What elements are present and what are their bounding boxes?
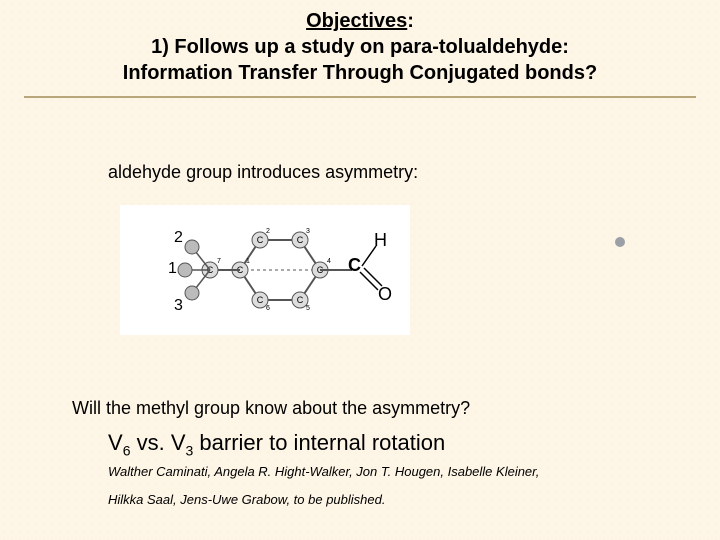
- barrier-mid: vs. V: [130, 430, 185, 455]
- svg-text:C: C: [297, 295, 304, 305]
- svg-text:3: 3: [306, 228, 310, 235]
- bullet-marker: [615, 237, 625, 247]
- title-line3: Information Transfer Through Conjugated …: [123, 62, 597, 84]
- divider: [24, 96, 696, 98]
- authors-line2: Hilkka Saal, Jens-Uwe Grabow, to be publ…: [108, 492, 385, 507]
- svg-text:C: C: [257, 295, 264, 305]
- svg-text:C: C: [297, 235, 304, 245]
- svg-text:1: 1: [246, 258, 250, 265]
- question-text: Will the methyl group know about the asy…: [72, 398, 470, 419]
- title-suffix: :: [407, 10, 414, 32]
- title-block: Objectives: 1) Follows up a study on par…: [0, 0, 720, 86]
- barrier-suffix: barrier to internal rotation: [193, 430, 445, 455]
- barrier-text: V6 vs. V3 barrier to internal rotation: [108, 430, 445, 458]
- methyl-h1-label: 1: [168, 260, 177, 278]
- svg-text:4: 4: [327, 258, 331, 265]
- methyl-h3-label: 3: [174, 297, 183, 315]
- svg-text:2: 2: [266, 228, 270, 235]
- svg-text:C: C: [257, 235, 264, 245]
- authors-line1: Walther Caminati, Angela R. Hight-Walker…: [108, 464, 539, 479]
- methyl-h2-label: 2: [174, 229, 183, 247]
- title-underlined: Objectives: [306, 10, 407, 32]
- svg-text:6: 6: [266, 305, 270, 312]
- svg-text:7: 7: [217, 258, 221, 265]
- barrier-v1: V: [108, 430, 123, 455]
- aldehyde-bonds: [348, 232, 398, 302]
- title-line2: 1) Follows up a study on para-tolualdehy…: [151, 36, 569, 58]
- asymmetry-text: aldehyde group introduces asymmetry:: [108, 162, 418, 183]
- svg-text:5: 5: [306, 305, 310, 312]
